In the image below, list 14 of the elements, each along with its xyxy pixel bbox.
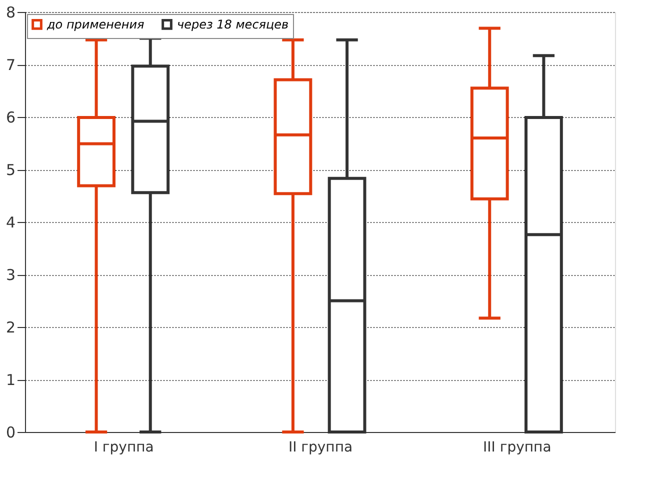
y-tick-label: 4 (6, 214, 16, 232)
y-tick-label: 7 (6, 56, 16, 74)
x-tick-label: III группа (483, 440, 552, 456)
y-tick-label: 1 (6, 371, 16, 389)
y-tick-label: 5 (6, 161, 16, 179)
legend-label: через 18 месяцев (177, 17, 289, 32)
y-tick-label: 8 (6, 4, 16, 22)
legend-label: до применения (46, 17, 144, 32)
y-tick-label: 0 (6, 424, 16, 442)
y-tick-label: 6 (6, 108, 16, 126)
y-tick-label: 3 (6, 266, 16, 284)
x-tick-label: II группа (288, 440, 353, 456)
y-tick-label: 2 (6, 318, 16, 336)
x-tick-label: I группа (94, 440, 154, 456)
